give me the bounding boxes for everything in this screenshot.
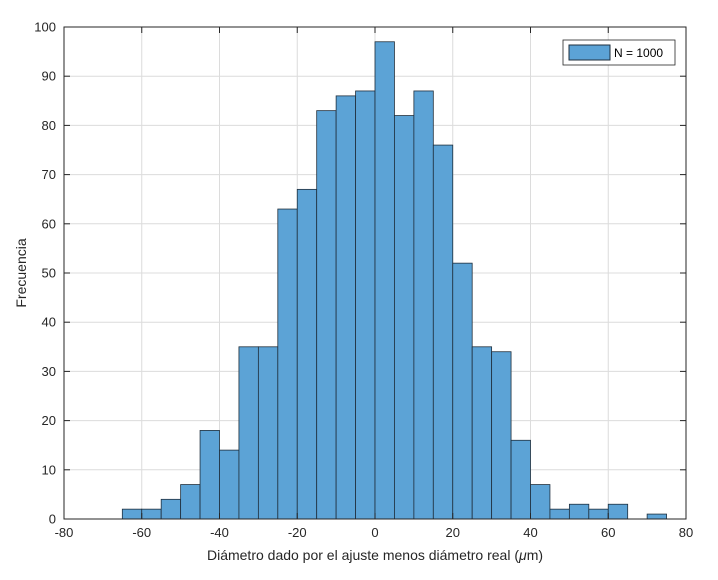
- histogram-bar: [588, 508, 609, 520]
- histogram-bar: [355, 90, 376, 520]
- y-tick-label: 60: [42, 216, 56, 231]
- histogram-bar: [413, 90, 434, 520]
- histogram-bar: [549, 508, 570, 520]
- y-tick-label: 40: [42, 315, 56, 330]
- histogram-bar: [510, 439, 531, 520]
- histogram-bar: [141, 508, 162, 520]
- histogram-bar: [160, 498, 182, 520]
- histogram-bar: [199, 430, 220, 520]
- y-tick-label: 50: [42, 266, 56, 281]
- histogram-bar: [257, 346, 279, 520]
- y-tick-label: 100: [34, 20, 56, 35]
- x-axis-title: Diámetro dado por el ajuste menos diámet…: [207, 547, 543, 563]
- x-tick-label: -80: [55, 525, 74, 540]
- histogram-bar: [491, 351, 512, 520]
- histogram-bars: [121, 41, 667, 520]
- histogram-bar: [121, 508, 143, 520]
- y-tick-label: 90: [42, 69, 56, 84]
- histogram-bar: [219, 449, 240, 520]
- x-tick-label: 20: [446, 525, 460, 540]
- y-tick-label: 70: [42, 167, 56, 182]
- axis-ticks: [63, 26, 687, 520]
- histogram-bar: [607, 503, 629, 520]
- x-tick-label: -40: [210, 525, 229, 540]
- histogram-bar: [335, 95, 356, 520]
- y-tick-label: 0: [49, 512, 56, 527]
- x-tick-label: 60: [601, 525, 615, 540]
- x-tick-label: 80: [679, 525, 693, 540]
- histogram-bar: [568, 503, 590, 520]
- histogram-bar: [432, 144, 454, 520]
- histogram-bar: [530, 484, 551, 520]
- histogram-bar: [316, 110, 337, 520]
- x-tick-label: -20: [288, 525, 307, 540]
- x-tick-label: -60: [132, 525, 151, 540]
- y-axis-title: Frecuencia: [13, 238, 29, 307]
- histogram-bar: [277, 208, 298, 520]
- legend-label: N = 1000: [614, 46, 663, 60]
- histogram-bar: [394, 115, 415, 520]
- histogram-bar: [471, 346, 493, 520]
- y-tick-label: 10: [42, 462, 56, 477]
- y-tick-label: 20: [42, 413, 56, 428]
- legend: N = 1000: [562, 39, 676, 66]
- x-tick-label: 40: [523, 525, 537, 540]
- histogram-bar: [646, 513, 667, 520]
- x-tick-labels: -80 -60 -40 -20 0 20 40 60 80: [55, 525, 694, 540]
- histogram-bar: [452, 262, 473, 520]
- histogram-bar: [180, 484, 201, 520]
- y-tick-label: 30: [42, 364, 56, 379]
- y-tick-label: 80: [42, 118, 56, 133]
- legend-swatch: [568, 44, 611, 61]
- histogram-bar: [374, 41, 395, 520]
- y-tick-labels: 0 10 20 30 40 50 60 70 80 90 100: [34, 20, 56, 527]
- histogram-bar: [296, 188, 318, 520]
- x-tick-label: 0: [371, 525, 378, 540]
- histogram-bar: [238, 346, 259, 520]
